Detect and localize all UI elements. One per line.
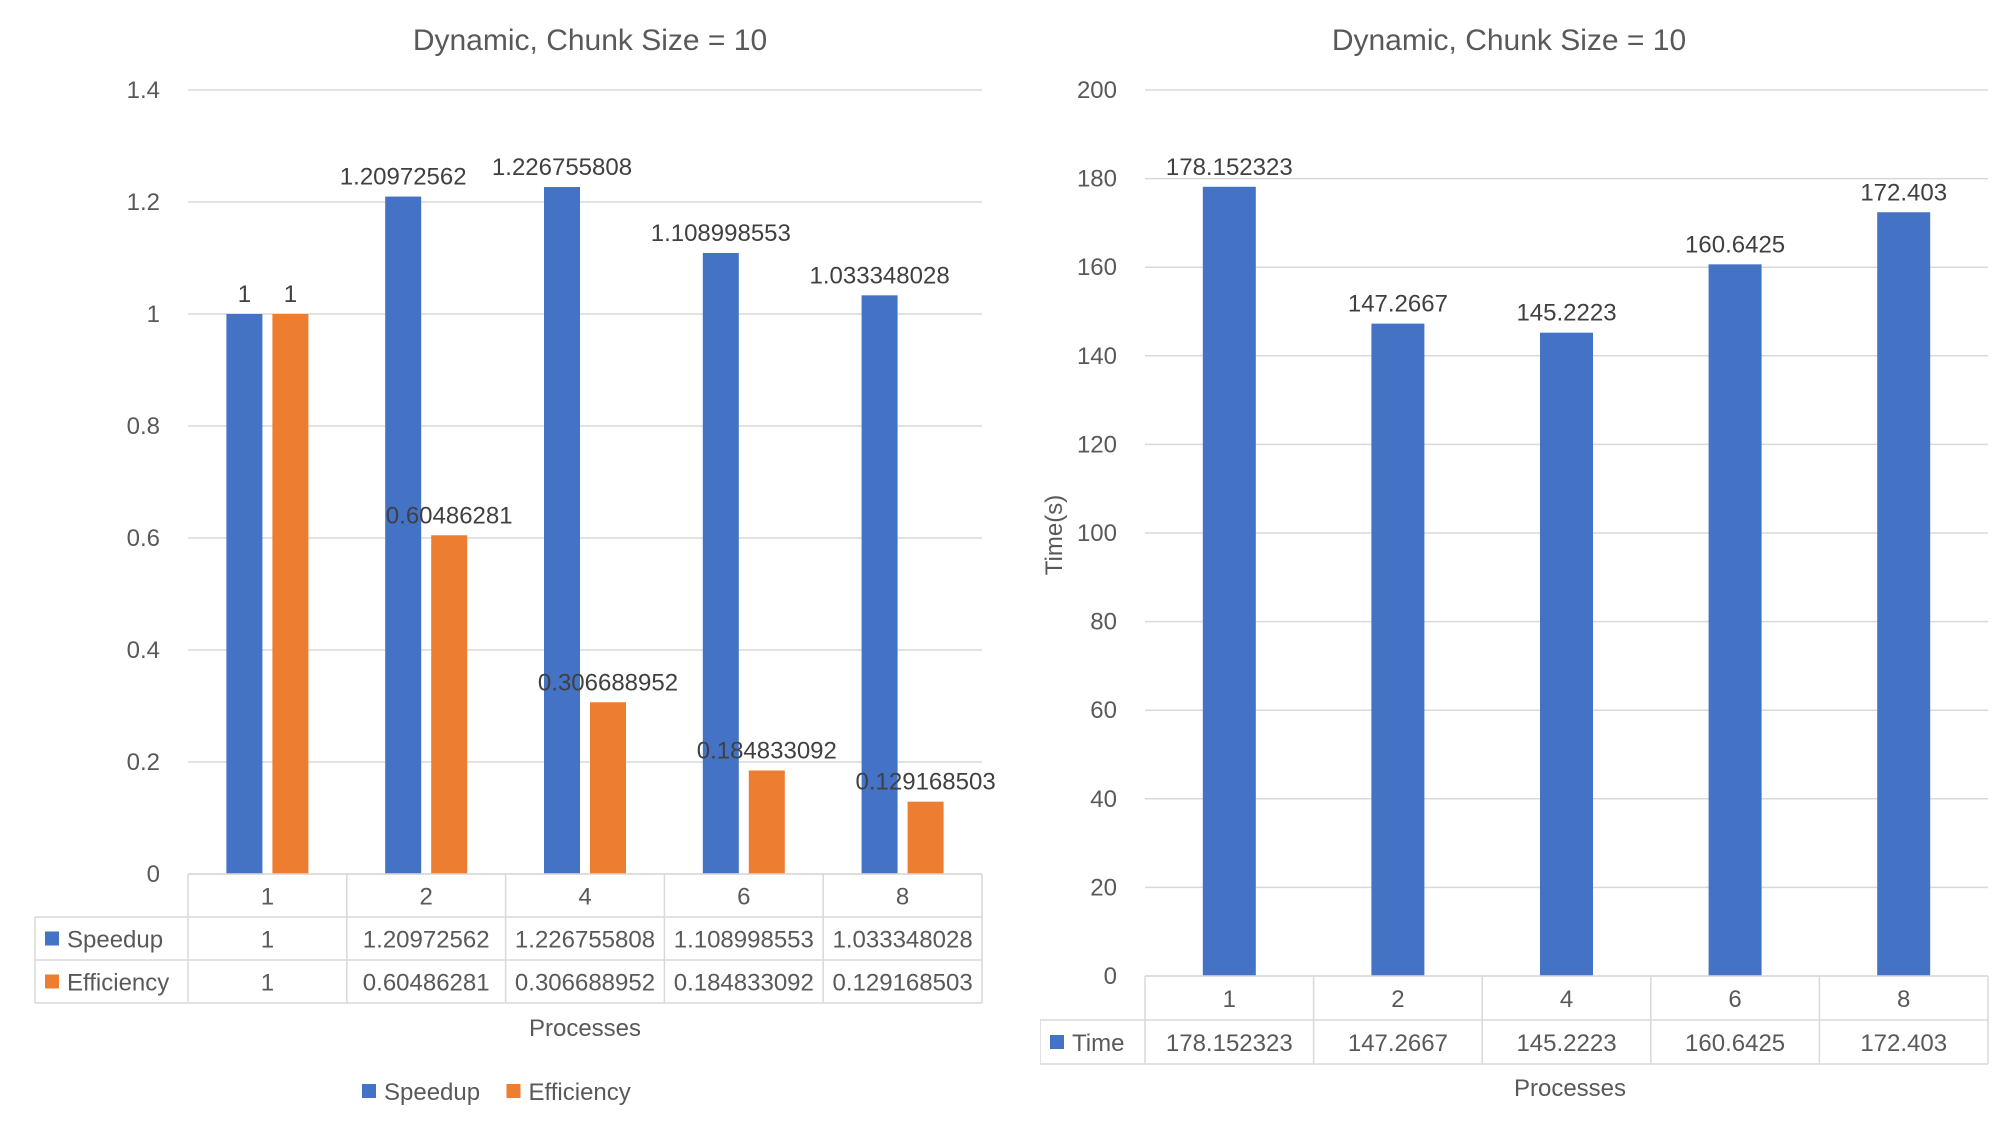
- bar-speedup-2: [385, 196, 422, 874]
- bar-time-6: [1708, 264, 1762, 976]
- table-cell: 0.184833092: [674, 970, 814, 997]
- bar-speedup-8: [861, 295, 898, 875]
- y-tick-label: 0.2: [127, 749, 160, 776]
- y-tick-label: 140: [1077, 343, 1117, 370]
- table-cell: 1.20972562: [363, 927, 490, 954]
- legend-label: Speedup: [384, 1079, 480, 1106]
- data-label: 1.226755808: [492, 154, 632, 181]
- x-tick-label: 2: [1391, 986, 1404, 1013]
- x-tick-label: 8: [1897, 986, 1910, 1013]
- table-cell: 0.306688952: [515, 970, 655, 997]
- chart-title: Dynamic, Chunk Size = 10: [1332, 24, 1686, 57]
- bar-time-8: [1877, 212, 1931, 977]
- y-tick-label: 20: [1090, 874, 1117, 901]
- table-cell: 1.033348028: [833, 927, 973, 954]
- table-cell: 172.403: [1860, 1030, 1947, 1057]
- data-label: 1.108998553: [651, 220, 791, 247]
- bar-efficiency-1: [272, 314, 309, 874]
- chart-title: Dynamic, Chunk Size = 10: [413, 24, 767, 57]
- bar-efficiency-2: [431, 535, 468, 874]
- x-tick-label: 1: [1223, 986, 1236, 1013]
- table-cell: 145.2223: [1516, 1030, 1616, 1057]
- data-label: 160.6425: [1685, 231, 1785, 258]
- bar-speedup-4: [544, 187, 580, 875]
- bar-time-1: [1202, 186, 1256, 976]
- y-tick-label: 1.4: [127, 77, 160, 104]
- bar-time-4: [1540, 332, 1593, 976]
- table-cell: 147.2667: [1348, 1030, 1448, 1057]
- y-tick-label: 100: [1077, 520, 1117, 547]
- x-tick-label: 6: [737, 884, 750, 911]
- x-tick-label: 6: [1728, 986, 1741, 1013]
- bar-speedup-1: [226, 314, 263, 874]
- x-axis-title: Processes: [529, 1015, 641, 1042]
- y-tick-label: 0: [147, 861, 160, 888]
- legend-swatch: [362, 1084, 376, 1098]
- table-cell: 1.108998553: [674, 927, 814, 954]
- y-tick-label: 200: [1077, 77, 1117, 104]
- time-chart: Dynamic, Chunk Size = 10 Time(s) 0 20 40 60…: [1040, 24, 1989, 1102]
- table-cell: 160.6425: [1685, 1030, 1785, 1057]
- data-label: 1.20972562: [340, 164, 467, 191]
- table-row-label: Time: [1072, 1030, 1124, 1057]
- y-tick-label: 160: [1077, 254, 1117, 281]
- y-axis-title: Time(s): [1041, 495, 1068, 575]
- bar-efficiency-4: [590, 702, 626, 874]
- table-cell: 1.226755808: [515, 927, 655, 954]
- legend-key-swatch: [1050, 1035, 1064, 1049]
- x-tick-label: 1: [261, 884, 274, 911]
- y-tick-label: 0.6: [127, 525, 160, 552]
- y-tick-label: 0: [1104, 963, 1117, 990]
- data-label: 172.403: [1860, 179, 1947, 206]
- table-cell: 0.60486281: [363, 970, 490, 997]
- y-tick-label: 1.2: [127, 189, 160, 216]
- data-label: 1: [238, 281, 251, 308]
- data-label: 0.60486281: [386, 502, 513, 529]
- legend-key-swatch: [45, 931, 59, 946]
- bar-time-2: [1371, 323, 1425, 976]
- y-tick-label: 120: [1077, 431, 1117, 458]
- x-tick-label: 4: [578, 884, 591, 911]
- x-tick-label: 4: [1560, 986, 1573, 1013]
- data-label: 145.2223: [1516, 300, 1616, 327]
- table-cell: 178.152323: [1166, 1030, 1293, 1057]
- y-tick-label: 80: [1090, 609, 1117, 636]
- data-label: 147.2667: [1348, 291, 1448, 318]
- table-cell: 1: [261, 927, 274, 954]
- y-tick-label: 1: [147, 301, 160, 328]
- table-cell: 1: [261, 970, 274, 997]
- x-tick-label: 2: [420, 884, 433, 911]
- bar-speedup-6: [702, 252, 739, 874]
- table-row-label: Efficiency: [67, 970, 169, 997]
- legend-key-swatch: [45, 974, 59, 989]
- table-cell: 0.129168503: [833, 970, 973, 997]
- data-label: 1: [284, 281, 297, 308]
- legend-label: Efficiency: [529, 1079, 631, 1106]
- bar-efficiency-8: [907, 801, 944, 874]
- bar-efficiency-6: [748, 770, 785, 874]
- data-label: 1.033348028: [810, 262, 950, 289]
- y-tick-label: 60: [1090, 697, 1117, 724]
- speedup-efficiency-chart: Dynamic, Chunk Size = 10 0 0.2 0.4 0.6 0.8 1 1…: [34, 24, 996, 1106]
- legend-swatch: [506, 1084, 521, 1098]
- data-label: 0.129168503: [856, 769, 996, 796]
- y-tick-label: 0.4: [127, 637, 160, 664]
- data-label: 178.152323: [1166, 154, 1293, 181]
- y-tick-label: 0.8: [127, 413, 160, 440]
- x-axis-title: Processes: [1514, 1075, 1626, 1102]
- x-tick-label: 8: [896, 884, 909, 911]
- y-tick-label: 180: [1077, 166, 1117, 193]
- table-row-label: Speedup: [67, 927, 163, 954]
- data-label: 0.184833092: [697, 737, 837, 764]
- y-tick-label: 40: [1090, 786, 1117, 813]
- data-label: 0.306688952: [538, 669, 678, 696]
